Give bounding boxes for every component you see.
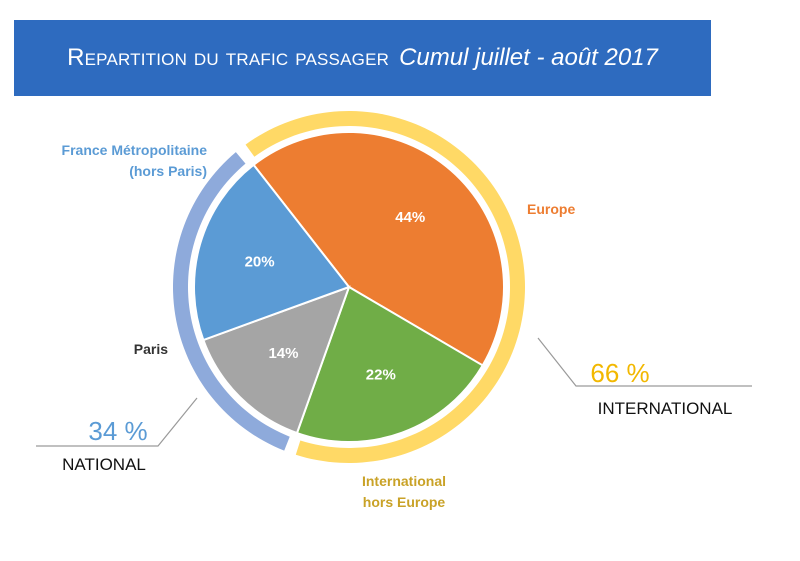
leader-line-national — [36, 397, 198, 447]
slice-label-international-hors-europe: 22% — [366, 366, 396, 383]
chart-title-main: Repartition du trafic passager — [67, 44, 390, 71]
slice-europe — [252, 131, 505, 367]
pie-slices — [193, 131, 505, 443]
leader-line-international — [537, 337, 752, 387]
slice-international-hors-europe — [295, 285, 485, 443]
chart-title: Repartition du trafic passager Cumul jui… — [14, 20, 711, 96]
ring-national — [172, 152, 290, 451]
slice-paris — [202, 285, 351, 435]
slice-france-metropolitaine-hors-paris — [193, 163, 351, 342]
slice-label-paris: 14% — [268, 345, 298, 362]
category-label-international-hors-europe-line-2: hors Europe — [363, 494, 446, 510]
category-label-international-hors-europe-line-1: International — [362, 473, 446, 489]
chart-title-sub: Cumul juillet - août 2017 — [399, 44, 658, 71]
group-name-national: NATIONAL — [62, 455, 146, 474]
slice-label-france-metropolitaine-hors-paris: 20% — [245, 253, 275, 270]
group-pct-international: 66 % — [590, 358, 649, 388]
category-label-paris: Paris — [134, 341, 168, 357]
group-name-international: INTERNATIONAL — [598, 399, 733, 418]
category-label-france-metropolitaine-hors-paris-line-1: France Métropolitaine — [62, 142, 208, 158]
category-label-europe: Europe — [527, 201, 575, 217]
slice-label-europe: 44% — [395, 209, 425, 226]
category-labels: Europe International hors Europe Paris Franc… — [62, 142, 576, 510]
group-rings — [172, 111, 525, 464]
pie-slice-labels: 44% 22% 14% 20% — [245, 209, 426, 383]
category-label-france-metropolitaine-hors-paris-line-2: (hors Paris) — [129, 163, 207, 179]
group-labels: 66 % INTERNATIONAL 34 % NATIONAL — [36, 337, 752, 474]
group-pct-national: 34 % — [88, 416, 147, 446]
